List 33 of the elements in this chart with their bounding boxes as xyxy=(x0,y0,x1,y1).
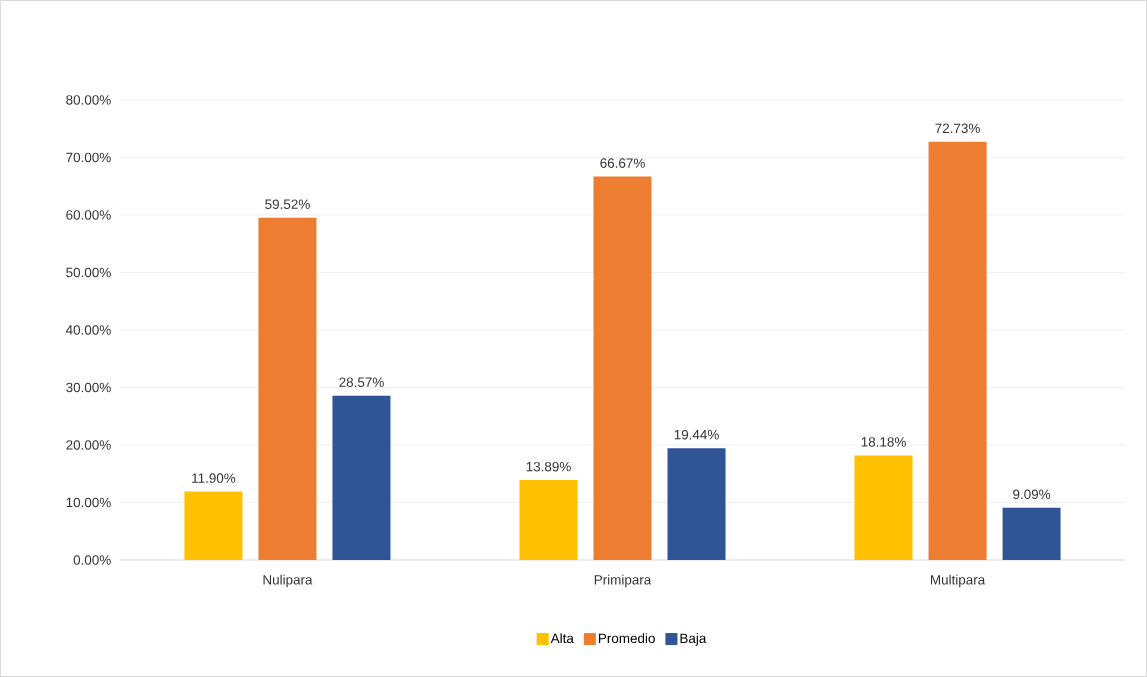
y-tick-label: 70.00% xyxy=(66,152,111,163)
bar xyxy=(184,491,243,561)
legend-label: Alta xyxy=(550,633,574,644)
bar xyxy=(332,395,391,561)
y-tick-label: 10.00% xyxy=(66,497,111,508)
legend-label: Promedio xyxy=(598,633,655,644)
bar xyxy=(519,480,578,561)
bar xyxy=(1002,507,1061,561)
bar xyxy=(928,141,987,561)
y-tick-label: 60.00% xyxy=(66,210,111,220)
data-label: 18.18% xyxy=(861,437,906,447)
y-tick-label: 0.00% xyxy=(73,555,111,565)
x-tick-label: Nulipara xyxy=(263,574,313,588)
bar xyxy=(593,176,652,561)
data-label: 59.52% xyxy=(265,199,310,210)
legend-label: Baja xyxy=(680,633,707,646)
x-tick-label: Multipara xyxy=(931,574,986,588)
y-tick-label: 40.00% xyxy=(65,325,111,335)
bar xyxy=(854,455,913,561)
data-label: 66.67% xyxy=(600,158,645,168)
data-label: 9.09% xyxy=(1013,489,1051,500)
data-label: 19.44% xyxy=(674,430,719,440)
x-tick-label: Primipara xyxy=(594,574,652,588)
data-label: 72.73% xyxy=(935,123,980,134)
bar xyxy=(667,448,726,561)
y-tick-label: 50.00% xyxy=(66,267,111,278)
data-label: 11.90% xyxy=(192,473,236,483)
data-label: 13.89% xyxy=(526,461,571,472)
bar xyxy=(258,217,317,561)
data-label: 28.57% xyxy=(339,377,384,388)
y-tick-label: 80.00% xyxy=(66,95,111,105)
y-tick-label: 20.00% xyxy=(66,440,111,450)
y-tick-label: 30.00% xyxy=(66,382,111,393)
